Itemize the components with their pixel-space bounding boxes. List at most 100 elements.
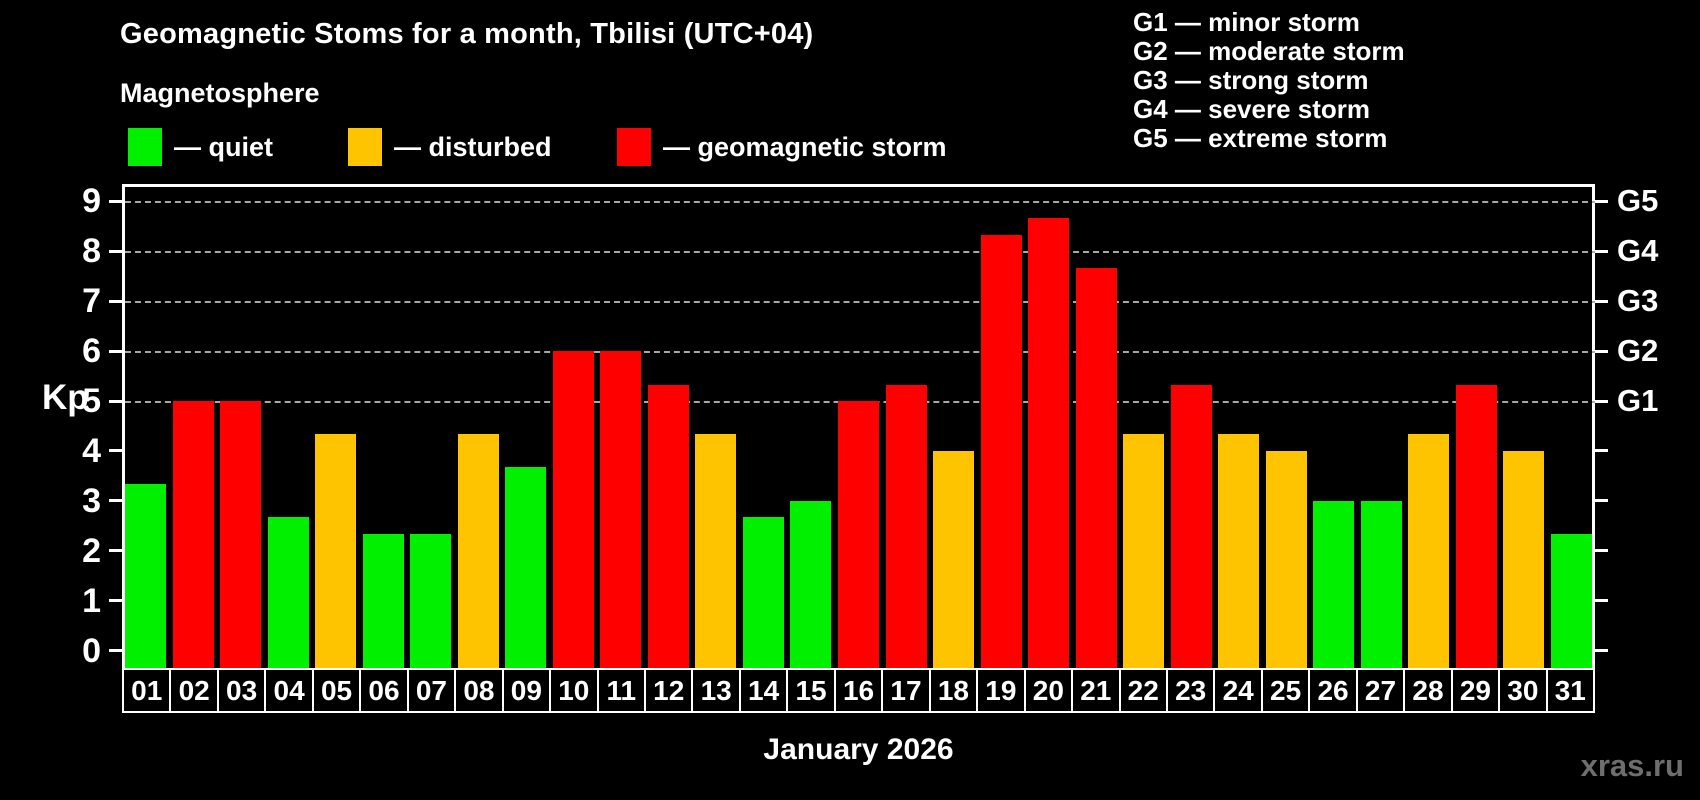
legend-item-storm: — geomagnetic storm [617,128,947,166]
y-tick-label-1: 1 [82,581,101,620]
day-label-17: 17 [883,668,931,713]
day-label-10: 10 [551,668,599,713]
gridline-9 [125,201,1598,204]
bar-day-11 [600,351,642,668]
day-label-18: 18 [930,668,979,713]
gridline-7 [125,301,1598,304]
left-tick-7 [109,299,122,303]
y-tick-label-0: 0 [82,631,101,670]
left-tick-2 [109,549,122,553]
right-axis-label-g3: G3 [1617,283,1659,319]
bar-day-21 [1075,267,1117,668]
right-tick-0 [1595,649,1608,653]
day-label-13: 13 [693,668,741,713]
day-label-16: 16 [835,668,884,713]
legend-item-disturbed: — disturbed [348,128,552,166]
day-label-12: 12 [645,668,694,713]
day-label-15: 15 [788,668,836,713]
right-axis-label-g2: G2 [1617,333,1659,369]
day-label-14: 14 [740,668,789,713]
left-tick-1 [109,599,122,603]
bar-day-02 [172,401,214,668]
chart-title: Geomagnetic Stoms for a month, Tbilisi (… [120,18,814,50]
disturbed-swatch-icon [348,128,382,166]
legend-label-disturbed: — disturbed [394,132,552,162]
gridline-8 [125,251,1598,254]
day-label-30: 30 [1500,668,1548,713]
day-label-24: 24 [1215,668,1263,713]
bar-day-07 [410,534,452,668]
left-tick-3 [109,499,122,503]
y-tick-label-3: 3 [82,481,101,520]
day-label-19: 19 [978,668,1026,713]
day-label-04: 04 [266,668,314,713]
x-axis-title: January 2026 [763,733,954,766]
right-tick-7 [1595,299,1608,303]
right-tick-3 [1595,499,1608,503]
g2-legend-line: G2 — moderate storm [1133,36,1405,66]
bar-day-05 [315,434,357,668]
left-tick-8 [109,249,122,253]
left-tick-4 [109,449,122,453]
g4-legend-line: G4 — severe storm [1133,94,1371,124]
y-tick-label-8: 8 [82,232,101,271]
bar-day-08 [457,434,499,668]
g-scale-legend: G1 — minor storm G2 — moderate storm G3 … [1133,8,1405,153]
day-label-29: 29 [1452,668,1501,713]
gridline-6 [125,351,1598,354]
bar-day-12 [647,384,689,668]
day-label-27: 27 [1357,668,1406,713]
day-label-28: 28 [1405,668,1453,713]
bar-day-30 [1503,450,1545,668]
day-label-07: 07 [408,668,457,713]
y-tick-label-7: 7 [82,282,101,321]
bar-day-15 [790,500,832,668]
watermark: xras.ru [1580,748,1684,783]
right-tick-1 [1595,599,1608,603]
right-tick-9 [1595,199,1608,203]
legend-label-storm: — geomagnetic storm [663,132,947,162]
quiet-swatch-icon [128,128,162,166]
bar-day-20 [1028,217,1070,668]
day-label-22: 22 [1120,668,1168,713]
day-label-06: 06 [361,668,409,713]
plot-area [122,184,1598,668]
day-label-05: 05 [313,668,362,713]
bar-day-16 [837,401,879,668]
right-tick-6 [1595,349,1608,353]
day-label-26: 26 [1310,668,1358,713]
storm-swatch-icon [617,128,651,166]
right-tick-4 [1595,449,1608,453]
y-tick-label-5: 5 [82,382,101,421]
bar-day-10 [552,351,594,668]
right-tick-2 [1595,549,1608,553]
bar-day-17 [885,384,927,668]
day-label-11: 11 [598,668,646,713]
bar-day-09 [505,467,547,668]
bar-day-04 [267,517,309,668]
bar-day-26 [1313,500,1355,668]
bar-day-19 [980,234,1022,668]
bar-day-27 [1360,500,1402,668]
y-tick-label-4: 4 [82,431,101,470]
left-tick-9 [109,199,122,203]
y-tick-label-2: 2 [82,531,101,570]
bar-day-28 [1408,434,1450,668]
day-label-01: 01 [122,668,172,713]
right-axis-label-g1: G1 [1617,383,1659,419]
y-axis-title: Kp [42,378,89,417]
right-tick-5 [1595,399,1608,403]
g1-legend-line: G1 — minor storm [1133,7,1360,37]
bar-day-13 [695,434,737,668]
day-label-09: 09 [503,668,552,713]
day-label-20: 20 [1025,668,1074,713]
bar-day-22 [1123,434,1165,668]
bar-day-01 [125,484,167,668]
left-tick-5 [109,399,122,403]
bar-day-29 [1455,384,1497,668]
right-tick-8 [1595,249,1608,253]
y-tick-label-9: 9 [82,182,101,221]
bar-day-23 [1170,384,1212,668]
x-axis-day-labels: 01 02 03 04 05 06 07 08 09 10 11 12 13 14 15 16 17 18 19 20… [122,668,1596,713]
